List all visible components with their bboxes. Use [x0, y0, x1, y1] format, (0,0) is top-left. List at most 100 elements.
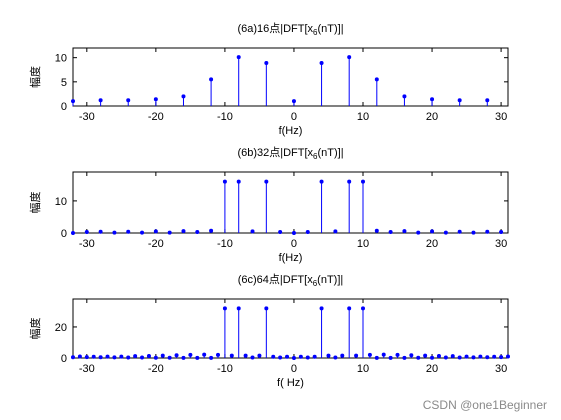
title-main: (6c)64点|DFT[x: [238, 273, 313, 286]
stem-marker: [71, 99, 76, 104]
stem-marker: [478, 354, 483, 359]
stem-marker: [409, 353, 414, 358]
stem-marker: [374, 355, 379, 360]
stem-marker: [181, 94, 186, 99]
x-tick-label: -10: [217, 238, 233, 250]
title-suffix: (nT)]|: [317, 274, 343, 286]
stem-marker: [416, 230, 421, 235]
stem-marker: [153, 355, 158, 360]
x-tick-label: 0: [291, 238, 297, 250]
stem-marker: [347, 179, 352, 184]
stem-marker: [126, 229, 131, 234]
x-tick-label: 30: [495, 111, 507, 123]
stem-marker: [492, 354, 497, 359]
stem-marker: [319, 60, 324, 65]
stem-marker: [319, 179, 324, 184]
axes-box: [72, 298, 509, 359]
watermark: CSDN @one1Beginner: [422, 398, 547, 412]
axes-box: [72, 47, 509, 107]
stem-marker: [257, 353, 262, 358]
stem-marker: [374, 228, 379, 233]
stem-marker: [222, 306, 227, 311]
stem-marker: [250, 355, 255, 360]
stem-marker: [278, 355, 283, 360]
stem-marker: [71, 355, 76, 360]
stem-marker: [174, 353, 179, 358]
stem-marker: [402, 355, 407, 360]
stem-marker: [188, 352, 193, 357]
stem-marker: [195, 355, 200, 360]
stem-marker: [105, 354, 110, 359]
y-tick-label: 20: [55, 322, 67, 334]
stem-marker: [153, 97, 158, 102]
y-axis-label: 幅度: [28, 192, 42, 214]
stem-marker: [354, 353, 359, 358]
stem-marker: [202, 352, 207, 357]
stem-marker: [216, 352, 221, 357]
stem-marker: [464, 354, 469, 359]
stem-marker: [485, 355, 490, 360]
stem-marker: [326, 353, 331, 358]
stem-marker: [360, 306, 365, 311]
stem-marker: [181, 229, 186, 234]
stem-marker: [236, 306, 241, 311]
x-tick-label: 30: [495, 238, 507, 250]
x-axis-label: f(Hz): [279, 125, 303, 137]
title-main: (6a)16点|DFT[x: [237, 22, 313, 35]
stem-marker: [443, 230, 448, 235]
x-tick-label: 20: [426, 363, 438, 375]
title-subscript: 6: [313, 152, 318, 161]
y-axis-label: 幅度: [28, 66, 42, 88]
stem-marker: [160, 353, 165, 358]
stem-marker: [450, 354, 455, 359]
title-subscript: 6: [313, 279, 318, 288]
stem-marker: [381, 352, 386, 357]
x-tick-label: -20: [148, 363, 164, 375]
stem-marker: [119, 354, 124, 359]
axes-box: [72, 171, 509, 234]
x-tick-label: -30: [79, 111, 95, 123]
stem-marker: [367, 352, 372, 357]
x-tick-label: -20: [148, 111, 164, 123]
subplot-1: -30 -20 -10 0 10 20 30 0 5 10 (6a)16点|DFT[x6(nT)]|…: [28, 22, 509, 137]
stem-marker: [236, 55, 241, 60]
stem-marker: [305, 355, 310, 360]
stem-marker: [264, 179, 269, 184]
x-tick-label: 10: [357, 363, 369, 375]
stem-marker: [388, 230, 393, 235]
stem-marker: [305, 230, 310, 235]
title-suffix: (nT)]|: [317, 147, 343, 159]
stem-marker: [243, 353, 248, 358]
stem-marker: [77, 354, 82, 359]
subplot-2: -30 -20 -10 0 10 20 30 0 10 (6b)32点|DFT[x6(nT)]| f…: [28, 146, 509, 264]
stem-marker: [360, 179, 365, 184]
stem-marker: [91, 354, 96, 359]
stem-marker: [333, 229, 338, 234]
stem-marker: [291, 99, 296, 104]
stem-marker: [209, 228, 214, 233]
stem-marker: [98, 98, 103, 103]
y-tick-label: 0: [61, 228, 67, 240]
stem-marker: [167, 355, 172, 360]
stem-marker: [271, 354, 276, 359]
subplot-3: -30 -20 -10 0 10 20 30 0 20 (6c)64点|DFT[x6(nT)]| f…: [28, 273, 510, 389]
stem-marker: [209, 355, 214, 360]
stem-marker: [388, 355, 393, 360]
title-subscript: 6: [313, 28, 318, 37]
stem-marker: [126, 98, 131, 103]
stem-marker: [430, 355, 435, 360]
stem-marker: [471, 230, 476, 235]
stem-marker: [195, 230, 200, 235]
stem-marker: [291, 231, 296, 236]
x-tick-label: 0: [291, 363, 297, 375]
x-tick-label: 10: [357, 238, 369, 250]
stem-marker: [153, 229, 158, 234]
x-tick-label: 30: [495, 363, 507, 375]
x-tick-label: 20: [426, 238, 438, 250]
stem-marker: [457, 98, 462, 103]
stem-marker: [71, 231, 76, 236]
stem-marker: [430, 97, 435, 102]
x-tick-label: 10: [357, 111, 369, 123]
y-tick-label: 0: [61, 353, 67, 365]
x-tick-label: -20: [148, 238, 164, 250]
